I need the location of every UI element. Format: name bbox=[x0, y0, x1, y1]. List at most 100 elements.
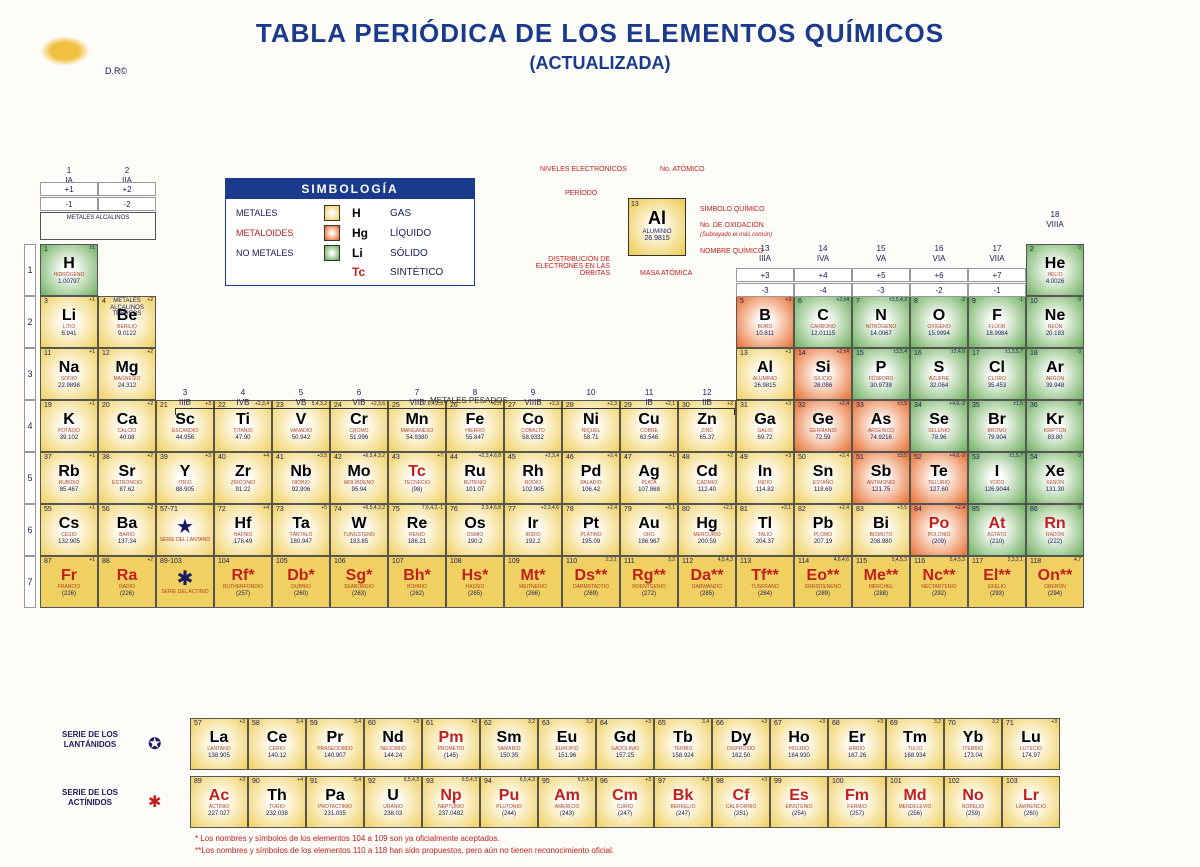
element-i: 53±1,5,7IYODO126.9044 bbox=[968, 452, 1026, 504]
element-el: 1172,3,2,1El**EFELIO(293) bbox=[968, 556, 1026, 608]
period-row: 3+1LiLITIO6.9414+2BeBERILIO9.01225+3BBOR… bbox=[40, 296, 1084, 348]
group-header: 9 VIIIB bbox=[504, 388, 562, 407]
element-fr: 87+1FrFRANCIO(226) bbox=[40, 556, 98, 608]
element-ge: 32+2,4GeGERMANIO72.59 bbox=[794, 400, 852, 452]
lanthanide-star-icon: ✪ bbox=[148, 734, 161, 754]
element-rb: 37+1RbRUBIDIO85.467 bbox=[40, 452, 98, 504]
element-ce: 583,4CeCERIO140.12 bbox=[248, 718, 306, 770]
element-ar: 180ArARGÓN39.948 bbox=[1026, 348, 1084, 400]
element-me: 1155,4,5,3Me**MERCHEL(288) bbox=[852, 556, 910, 608]
group-header: 6 VIB bbox=[330, 388, 388, 407]
element-: 89-103✱SERIE DEL ACTINIO bbox=[156, 556, 214, 608]
element-: 57-71★SERIE DEL LANTANO bbox=[156, 504, 214, 556]
group-header: 12 IIB bbox=[678, 388, 736, 407]
element-cs: 55+1CsCESIO132.905 bbox=[40, 504, 98, 556]
element-tb: 653,4TbTERBIO158.924 bbox=[654, 718, 712, 770]
element-in: 49+3InINDIO114.82 bbox=[736, 452, 794, 504]
element-kr: 360KrKRIPTÓN83.80 bbox=[1026, 400, 1084, 452]
element-es: 99EsEINSTENIO(254) bbox=[770, 776, 828, 828]
element-cm: 96+3CmCURIO(247) bbox=[596, 776, 654, 828]
element-tl: 81+3,1TlTALIO204.37 bbox=[736, 504, 794, 556]
element-n: 7±3,5,4,2NNITRÓGENO14.0067 bbox=[852, 296, 910, 348]
element-no: 102NoNOBELIO(259) bbox=[944, 776, 1002, 828]
heavy-metals-bracket bbox=[175, 408, 735, 414]
element-nd: 60+3NdNEODIMIO144.24 bbox=[364, 718, 422, 770]
element-cl: 17±1,3,5,7ClCLORO35.453 bbox=[968, 348, 1026, 400]
period-row: 87+1FrFRANCIO(226)88+2RaRADIO(226)89-103… bbox=[40, 556, 1084, 608]
group-header: 17 VIIA bbox=[968, 244, 1026, 263]
element-bk: 974,3BkBERKELIO(247) bbox=[654, 776, 712, 828]
key-label-simbolo: SÍMBOLO QUÍMICO bbox=[700, 206, 765, 213]
element-re: 757,6,4,2,-1ReRENIO186.21 bbox=[388, 504, 446, 556]
element-pu: 946,5,4,3PuPLUTONIO(244) bbox=[480, 776, 538, 828]
element-ir: 77+2,3,4,6IrIRIDIO192.2 bbox=[504, 504, 562, 556]
actinide-row: 89+3AcACTINIO227.02790+4ThTORIO232.03891… bbox=[190, 776, 1060, 828]
element-y: 39+3YITRIO88.905 bbox=[156, 452, 214, 504]
element-au: 79+3,1AuORO196.967 bbox=[620, 504, 678, 556]
element-o: 8-2OOXÍGENO15.9994 bbox=[910, 296, 968, 348]
key-label-atomico: No. ATÓMICO bbox=[660, 166, 705, 173]
heavy-metals-label: METALES PESADOS bbox=[430, 396, 508, 405]
element-cf: 98+3CfCALIFORNIO(251) bbox=[712, 776, 770, 828]
group-header: 13 IIIA bbox=[736, 244, 794, 263]
element-si: 14+2,±4SiSILICIO28.086 bbox=[794, 348, 852, 400]
element-he: 20HeHELIO4.0026 bbox=[1026, 244, 1084, 296]
element-ru: 44+2,3,4,6,8RuRUTENIO101.07 bbox=[446, 452, 504, 504]
group-header: 5 VB bbox=[272, 388, 330, 407]
element-ho: 67+3HoHOLMIO164.930 bbox=[770, 718, 828, 770]
element-lr: 103LrLAWRENCIO(260) bbox=[1002, 776, 1060, 828]
element-sm: 623,2SmSAMARIO150.35 bbox=[480, 718, 538, 770]
element-ga: 31+3GaGALIO69.72 bbox=[736, 400, 794, 452]
period-number: 1 bbox=[24, 244, 36, 296]
element-f: 9-1FFLÚOR18.9984 bbox=[968, 296, 1026, 348]
period-number: 7 bbox=[24, 556, 36, 608]
element-xe: 540XeXENÓN131.30 bbox=[1026, 452, 1084, 504]
period-number: 3 bbox=[24, 348, 36, 400]
group-header: 16 VIA bbox=[910, 244, 968, 263]
element-rn: 860RnRADÓN(222) bbox=[1026, 504, 1084, 556]
element-po: 84+2,4PoPOLONIO(209) bbox=[910, 504, 968, 556]
element-pm: 61+3PmPROMETIO(145) bbox=[422, 718, 480, 770]
element-hs: 108Hs*HASSIO(265) bbox=[446, 556, 504, 608]
legend-header: SIMBOLOGÍA bbox=[226, 179, 474, 199]
element-c: 6+2,±4CCARBONO12.01115 bbox=[794, 296, 852, 348]
element-hf: 72+4HfHAFNIO178.49 bbox=[214, 504, 272, 556]
element-rh: 45+2,3,4RhRODIO102.905 bbox=[504, 452, 562, 504]
element-ta: 73+5TaTÁNTALO180.947 bbox=[272, 504, 330, 556]
element-pt: 78+2,4PtPLATINO195.09 bbox=[562, 504, 620, 556]
element-mo: 42+6,5,4,3,2MoMOLIBDENO95.94 bbox=[330, 452, 388, 504]
element-te: 52+4,6,-2TeTELURIO127.60 bbox=[910, 452, 968, 504]
page-subtitle: (ACTUALIZADA) bbox=[0, 53, 1200, 74]
element-at: 85AtASTATO(210) bbox=[968, 504, 1026, 556]
period-row: 55+1CsCESIO132.90556+2BaBARIO137.3457-71… bbox=[40, 504, 1084, 556]
key-label-oxid: No. DE OXIDACIÓN bbox=[700, 222, 764, 229]
element-yb: 703,2YbITERBIO173.04 bbox=[944, 718, 1002, 770]
element-ba: 56+2BaBARIO137.34 bbox=[98, 504, 156, 556]
element-eu: 633,2EuEUROPIO151.96 bbox=[538, 718, 596, 770]
element-ca: 20+2CaCALCIO40.08 bbox=[98, 400, 156, 452]
group-header: 14 IVA bbox=[794, 244, 852, 263]
element-sn: 50+2,4SnESTAÑO118.69 bbox=[794, 452, 852, 504]
element-pa: 915,4PaPROTACTINIO231.035 bbox=[306, 776, 364, 828]
group-header: 10 bbox=[562, 388, 620, 398]
element-tc: 43+7TcTECNECIO(98) bbox=[388, 452, 446, 504]
group-header: 3 IIIB bbox=[156, 388, 214, 407]
element-ac: 89+3AcACTINIO227.027 bbox=[190, 776, 248, 828]
element-rg: 1113,2Rg**ROENTGENIO(272) bbox=[620, 556, 678, 608]
group-header: 18 VIIIA bbox=[1026, 210, 1084, 229]
alkaline-earth-label: METALES ALCALINOS TÉRREOS bbox=[100, 296, 154, 320]
element-cd: 48+2CdCADMIO112.40 bbox=[678, 452, 736, 504]
element-am: 956,5,4,3AmAMERICIO(243) bbox=[538, 776, 596, 828]
element-zr: 40+4ZrZIRCONIO91.22 bbox=[214, 452, 272, 504]
element-bi: 83+3,5BiBISMUTO208.980 bbox=[852, 504, 910, 556]
brand-logo bbox=[40, 36, 100, 76]
element-dy: 66+3DyDISPROSIO162.50 bbox=[712, 718, 770, 770]
element-da: 1124,5,4,3Da**DARWANZIO(285) bbox=[678, 556, 736, 608]
element-er: 68+3ErERBIO167.26 bbox=[828, 718, 886, 770]
key-label-periodo: PERÍODO bbox=[565, 190, 597, 197]
element-as: 33±3,5AsARSÉNICO74.9216 bbox=[852, 400, 910, 452]
copyright-mark: D.R© bbox=[105, 66, 127, 76]
element-sg: 106Sg*SEABORGIO(263) bbox=[330, 556, 388, 608]
element-ag: 47+1AgPLATA107.868 bbox=[620, 452, 678, 504]
element-h: 1±1HHIDRÓGENO1.00797 bbox=[40, 244, 98, 296]
